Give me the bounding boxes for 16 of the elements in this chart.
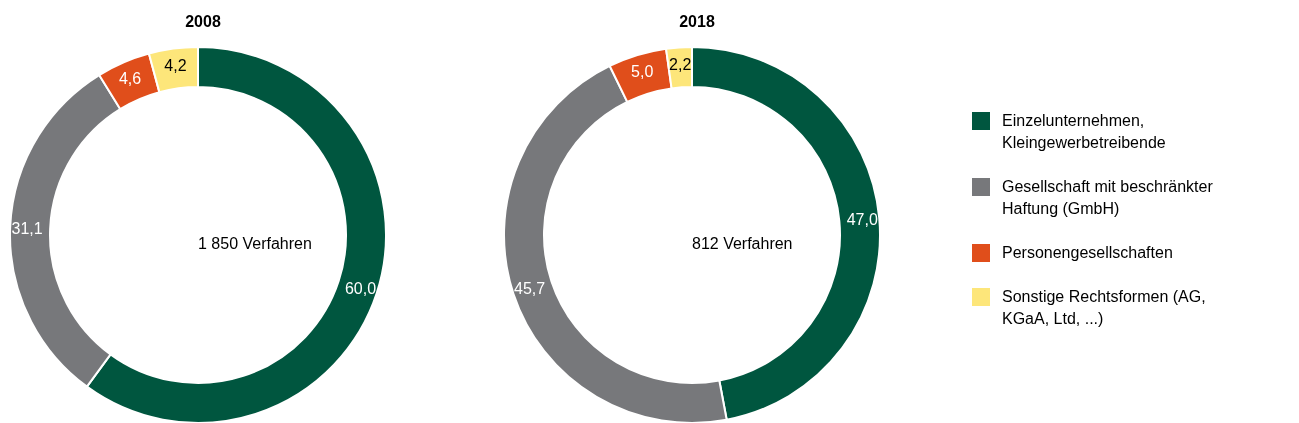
text: 812 Verfahren: [692, 234, 793, 252]
data-label: 5,0: [631, 62, 654, 80]
text: 1 850 Verfahren: [198, 234, 312, 252]
legend-label: Personengesellschaften: [1002, 243, 1174, 263]
data-label: 31,1: [11, 219, 43, 237]
legend-label: Gesellschaft mit beschränkter Haftung (GmbH): [1002, 177, 1214, 219]
slice-label: 2018: [679, 12, 715, 30]
data-label: 47,0: [846, 210, 878, 228]
legend-label: Sonstige Rechtsformen (AG, KGaA, Ltd, ...): [1002, 287, 1207, 329]
data-label: 4,2: [164, 56, 187, 74]
slice-label: 2008: [185, 12, 221, 30]
data-label: 2,2: [669, 55, 692, 73]
data-label: 45,7: [514, 280, 546, 298]
data-label: 60,0: [344, 279, 377, 297]
data-label: 4,6: [118, 69, 142, 87]
legend-label: Einzelunternehmen, Kleingewerbetreibende: [1002, 111, 1167, 153]
